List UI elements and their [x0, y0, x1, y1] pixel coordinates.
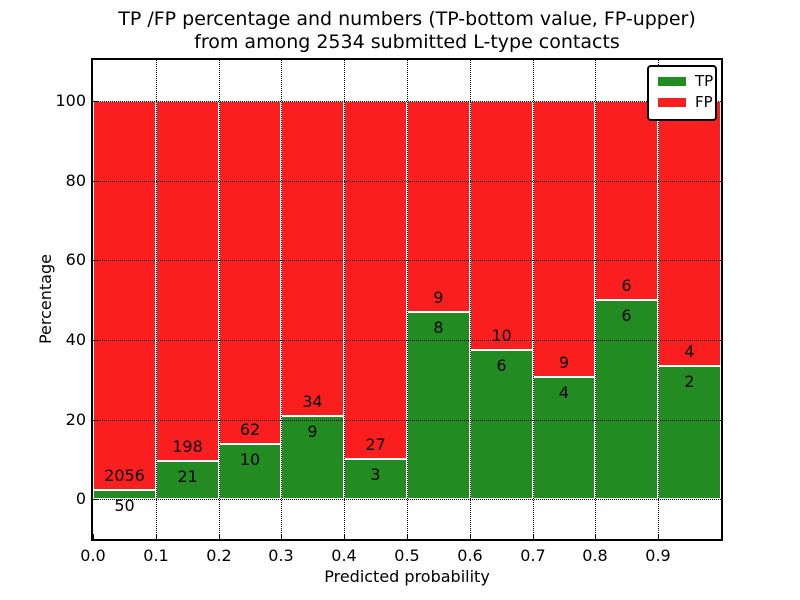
legend-item-fp: FP	[658, 95, 715, 110]
x-tick-mark	[407, 534, 408, 539]
tp-count-label: 3	[370, 465, 381, 485]
gridline-vertical	[281, 60, 282, 539]
bar-segment-tp	[156, 461, 219, 500]
tp-count-label: 2	[684, 372, 695, 392]
gridline-vertical	[533, 60, 534, 539]
y-tick-label: 20	[65, 409, 86, 429]
tp-count-label: 10	[239, 449, 261, 469]
y-tick-mark	[93, 260, 98, 262]
x-tick-mark	[595, 534, 596, 539]
x-axis-label: Predicted probability	[324, 567, 490, 586]
fp-count-label: 9	[433, 287, 444, 307]
fp-count-label: 9	[558, 352, 570, 372]
y-tick-label: 40	[65, 329, 86, 349]
legend: TP FP	[647, 65, 717, 121]
x-tick-mark	[344, 534, 345, 539]
x-tick-label: 0.4	[331, 546, 357, 565]
bar-segment-fp	[219, 101, 281, 444]
legend-item-tp: TP	[658, 74, 715, 89]
x-tick-label: 0.3	[268, 546, 294, 565]
y-tick-label: 60	[65, 250, 86, 270]
x-tick-mark	[533, 534, 534, 539]
legend-label-fp: FP	[695, 93, 713, 111]
gridline-vertical	[407, 60, 408, 539]
tp-count-label: 50	[114, 495, 135, 515]
bar-segment-fp	[281, 101, 344, 416]
fp-count-label: 2056	[104, 465, 145, 485]
fp-count-label: 62	[239, 419, 261, 439]
tp-count-label: 21	[177, 467, 198, 486]
tp-swatch-icon	[658, 77, 686, 86]
x-tick-label: 0.1	[143, 546, 169, 565]
x-tick-mark	[658, 534, 659, 539]
bar-segment-tp	[595, 300, 658, 500]
bar-segment-fp	[407, 101, 470, 312]
plot-area: TP FP 2056 50 198 21 62 10 34 9 27 3 9 8 10 6 9 4 6 6 4 2	[91, 58, 723, 541]
y-tick-mark	[93, 499, 98, 501]
gridline-vertical	[595, 60, 596, 539]
bar-segment-tp	[533, 376, 595, 500]
x-tick-label: 0.7	[520, 546, 546, 565]
chart-title-line1: TP /FP percentage and numbers (TP-bottom…	[118, 8, 696, 30]
x-tick-label: 0.2	[206, 546, 232, 565]
fp-count-label: 198	[172, 437, 203, 456]
gridline-vertical	[658, 60, 659, 539]
bar-segment-fp	[93, 101, 156, 490]
x-tick-label: 0.6	[457, 546, 483, 565]
bar-segment-fp	[344, 101, 407, 460]
bar-segment-fp	[470, 101, 533, 350]
y-tick-mark	[93, 419, 98, 421]
gridline-vertical	[156, 60, 157, 539]
bar-segment-fp	[595, 101, 658, 301]
tp-count-label: 8	[433, 317, 444, 337]
fp-swatch-icon	[658, 98, 686, 107]
tp-count-label: 4	[558, 382, 570, 402]
fp-count-label: 6	[621, 276, 632, 296]
bar-segment-fp	[658, 101, 721, 367]
gridline-vertical	[219, 60, 220, 539]
fp-count-label: 10	[491, 325, 512, 345]
x-tick-mark	[156, 534, 157, 539]
y-tick-label: 100	[55, 91, 86, 110]
x-tick-label: 0.5	[394, 546, 420, 565]
y-tick-mark	[93, 339, 98, 341]
bar-segment-tp	[281, 415, 344, 500]
x-tick-label: 0.8	[582, 546, 608, 565]
x-tick-label: 0.9	[645, 546, 671, 565]
legend-label-tp: TP	[695, 72, 714, 90]
bar-segment-fp	[533, 101, 595, 377]
y-tick-label: 0	[75, 489, 86, 509]
gridline-vertical	[470, 60, 471, 539]
tp-count-label: 6	[621, 306, 632, 326]
fp-count-label: 27	[365, 435, 386, 455]
chart-title: TP /FP percentage and numbers (TP-bottom…	[7, 8, 800, 54]
bar-segment-tp	[407, 311, 470, 500]
tp-count-label: 9	[307, 421, 318, 441]
bar-segment-tp	[344, 459, 407, 500]
y-tick-mark	[93, 180, 98, 182]
x-tick-label: 0.0	[80, 546, 106, 565]
x-tick-mark	[281, 534, 282, 539]
tp-count-label: 6	[496, 355, 507, 375]
fp-count-label: 34	[302, 391, 323, 411]
y-tick-label: 80	[65, 170, 86, 190]
bar-segment-tp	[93, 489, 156, 500]
x-tick-mark	[219, 534, 220, 539]
chart-title-line2: from among 2534 submitted L-type contact…	[194, 31, 620, 53]
fp-count-label: 4	[684, 342, 695, 362]
y-tick-mark	[93, 101, 98, 102]
bar-segment-fp	[156, 101, 219, 461]
x-tick-mark	[470, 534, 471, 539]
gridline-vertical	[344, 60, 345, 539]
x-tick-mark	[93, 534, 94, 539]
